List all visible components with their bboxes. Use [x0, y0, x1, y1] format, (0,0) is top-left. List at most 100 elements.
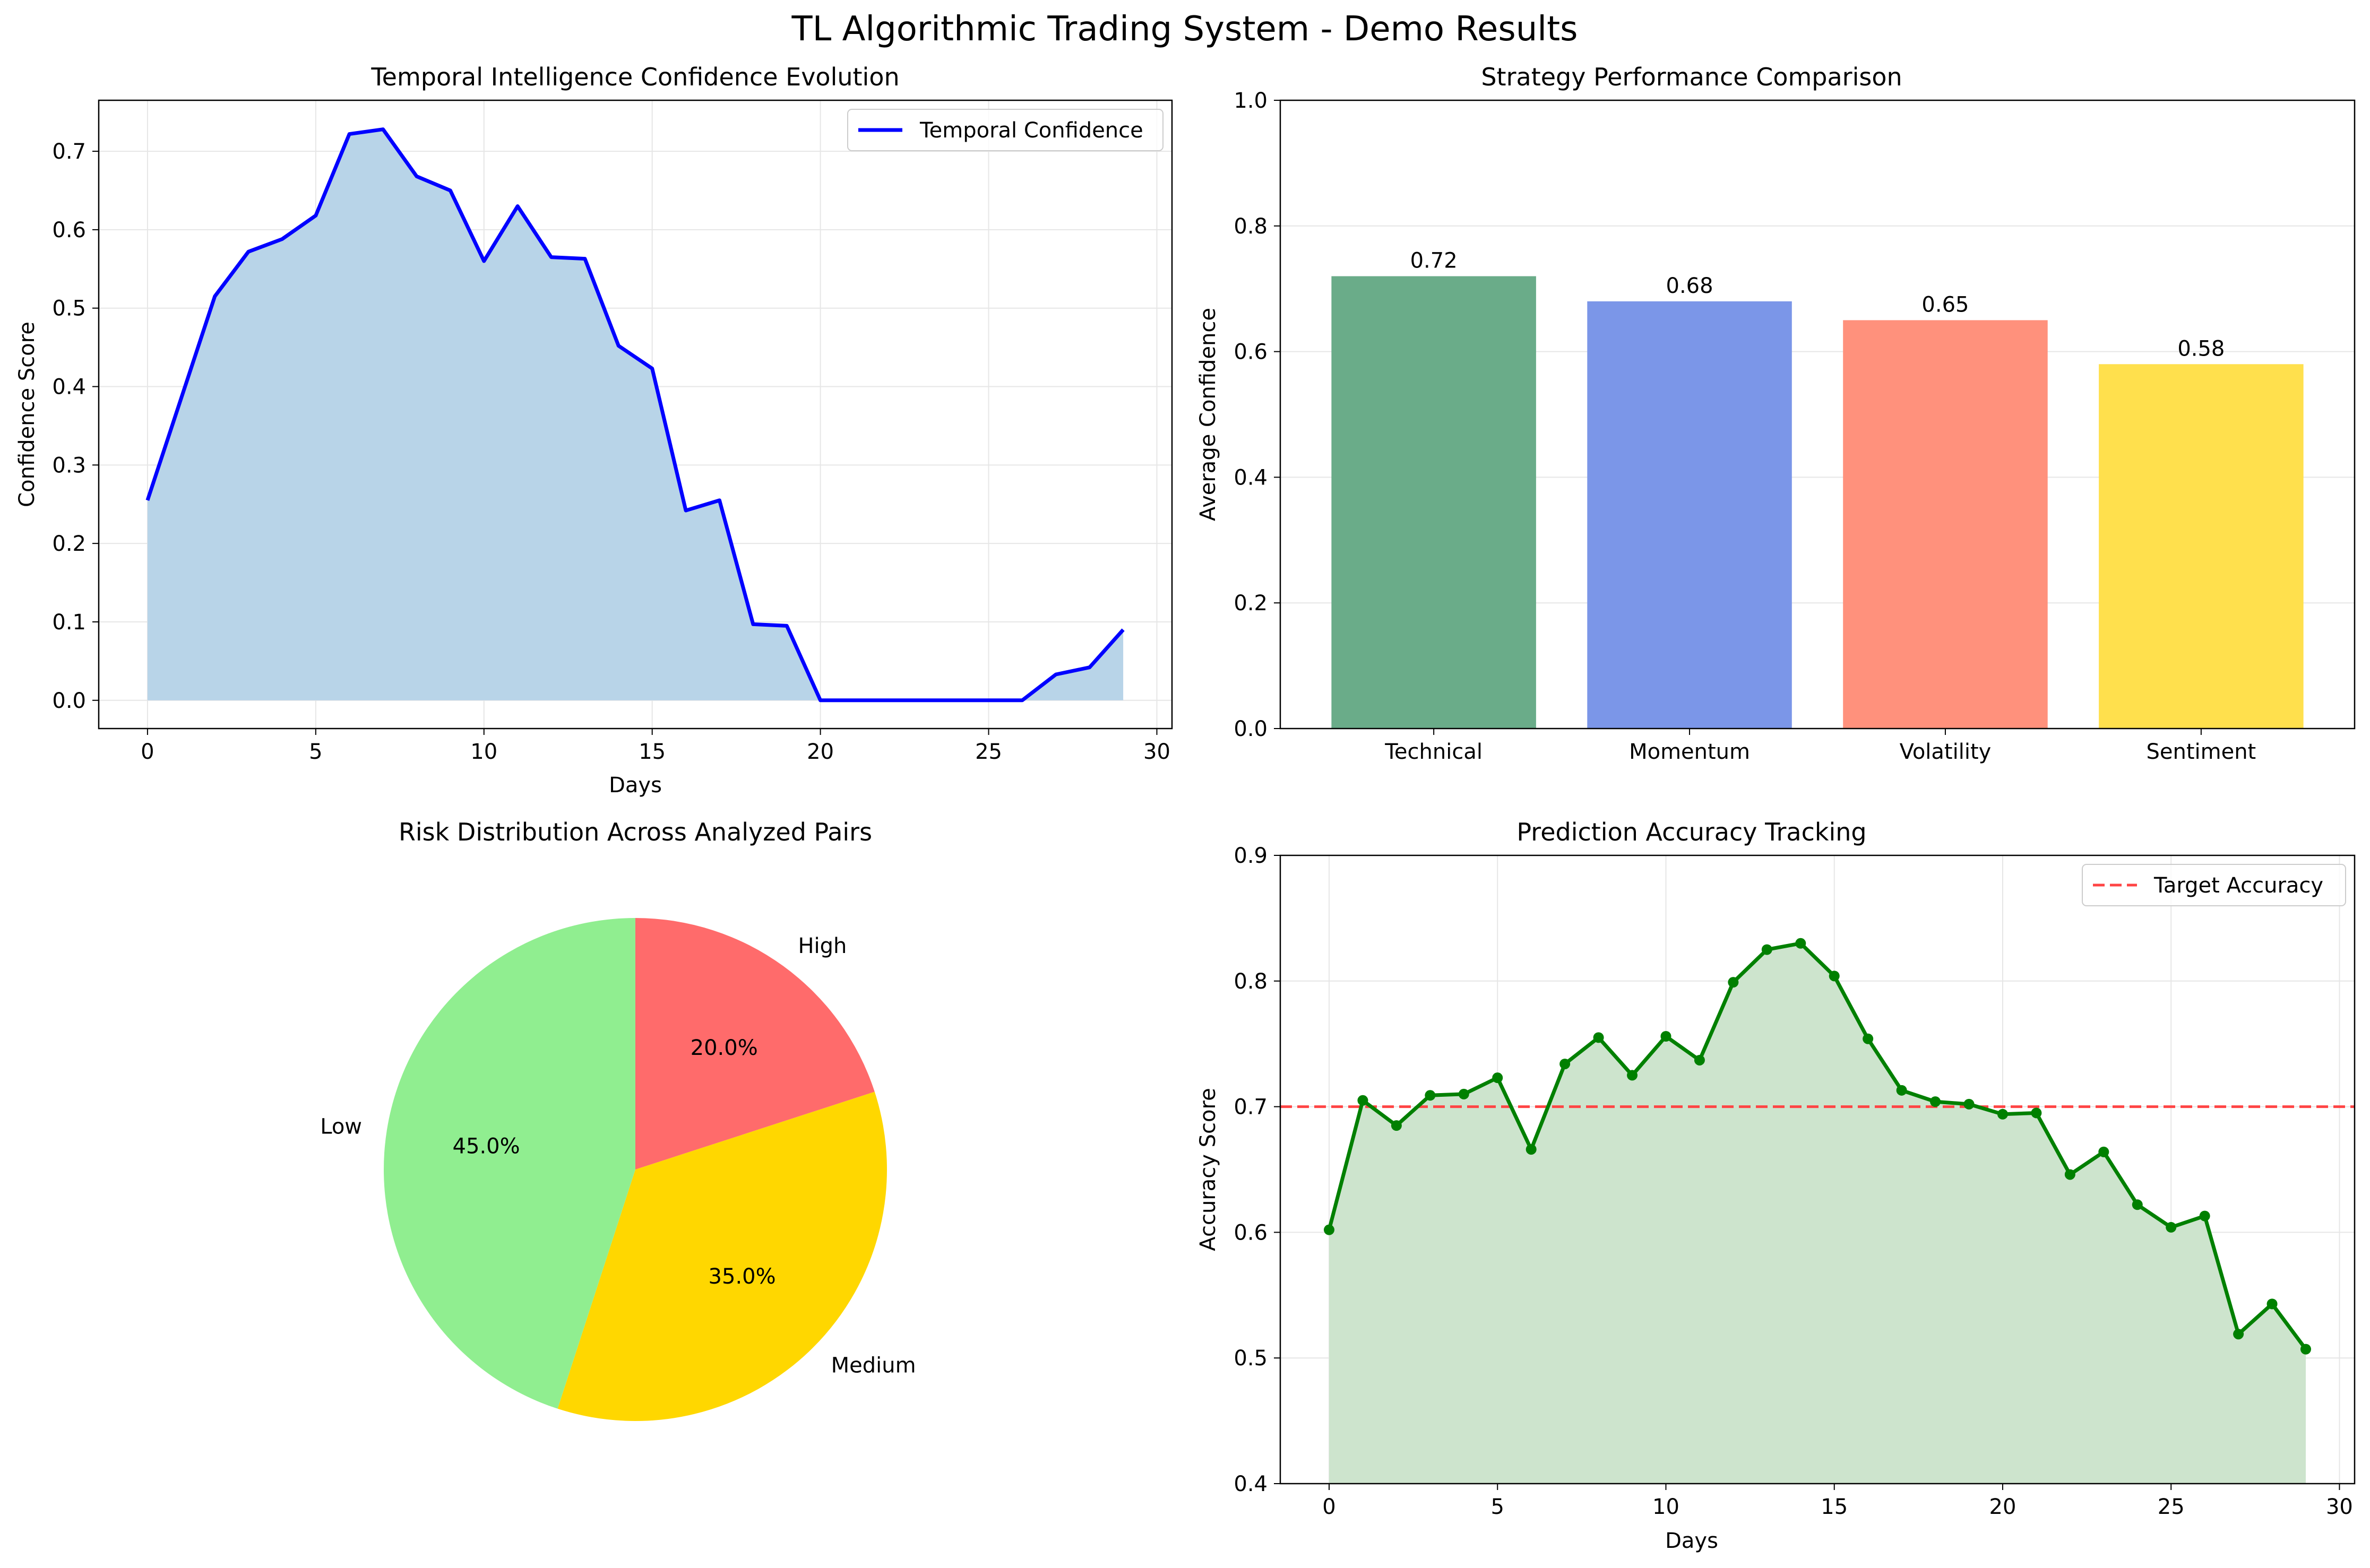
accuracy-point [1324, 1224, 1334, 1235]
strategy-chart-frame [1279, 99, 2356, 730]
x-tick-label: 10 [1652, 1495, 1679, 1519]
accuracy-point [1728, 977, 1739, 988]
y-tick-label: 0.4 [1234, 465, 1268, 490]
accuracy-point [1829, 971, 1840, 982]
accuracy-point [1593, 1032, 1604, 1043]
x-tick-label: 20 [807, 740, 834, 764]
accuracy-point [2233, 1329, 2244, 1340]
accuracy-point [1896, 1085, 1907, 1096]
accuracy-point [1930, 1096, 1941, 1107]
accuracy-point [1863, 1033, 1874, 1044]
x-tick-label: 5 [1491, 1495, 1504, 1519]
accuracy-point [1559, 1059, 1571, 1070]
strategy-chart: Strategy Performance Comparison Average … [1196, 63, 2356, 764]
x-tick-label: 20 [1989, 1495, 2016, 1519]
pie-percent-label: 45.0% [453, 1134, 520, 1159]
x-tick-label: 0 [1322, 1495, 1335, 1519]
bar-sentiment [2099, 364, 2304, 729]
accuracy-area [1329, 943, 2306, 1484]
pie-percent-label: 35.0% [709, 1264, 776, 1289]
accuracy-point [1526, 1144, 1537, 1155]
accuracy-point [2132, 1199, 2143, 1210]
x-tick-label: 0 [141, 740, 154, 764]
bar-technical [1331, 276, 1536, 729]
x-tick-label: 25 [2158, 1495, 2185, 1519]
x-tick-label: Momentum [1629, 740, 1750, 764]
confidence-chart-title: Temporal Intelligence Confidence Evoluti… [370, 63, 899, 91]
legend-box [847, 109, 1164, 151]
accuracy-point [2266, 1298, 2278, 1310]
bar-value-label: 0.72 [1410, 249, 1458, 273]
accuracy-chart-ylabel: Accuracy Score [1196, 1088, 1220, 1251]
y-tick-label: 0.0 [1234, 717, 1268, 741]
accuracy-point [1425, 1090, 1436, 1101]
accuracy-point [1660, 1030, 1671, 1042]
accuracy-point [2199, 1210, 2210, 1222]
accuracy-point [2166, 1222, 2177, 1233]
x-tick-label: 15 [1821, 1495, 1848, 1519]
y-tick-label: 0.5 [1234, 1346, 1268, 1371]
bar-value-label: 0.68 [1666, 274, 1713, 298]
x-tick-label: 25 [975, 740, 1002, 764]
x-tick-label: 10 [470, 740, 497, 764]
accuracy-point [2098, 1146, 2109, 1157]
confidence-chart-ylabel: Confidence Score [15, 322, 39, 507]
y-tick-label: 0.2 [1234, 591, 1268, 616]
pie-slice-low [384, 918, 635, 1409]
confidence-chart-frame [98, 99, 1173, 730]
x-tick-label: 5 [309, 740, 322, 764]
y-tick-label: 0.4 [52, 375, 86, 400]
accuracy-point [1997, 1108, 2008, 1120]
y-tick-label: 0.3 [52, 453, 86, 478]
accuracy-point [1795, 938, 1806, 949]
y-tick-label: 0.4 [1234, 1472, 1268, 1496]
accuracy-chart-frame [1279, 854, 2356, 1485]
accuracy-point [2064, 1169, 2075, 1180]
y-tick-label: 0.7 [52, 140, 86, 164]
y-tick-label: 0.2 [52, 532, 86, 556]
strategy-chart-ylabel: Average Confidence [1196, 308, 1220, 521]
accuracy-legend: Target Accuracy [2082, 864, 2346, 906]
accuracy-point [1458, 1088, 1469, 1099]
strategy-chart-title: Strategy Performance Comparison [1481, 63, 1902, 91]
bar-value-label: 0.58 [2177, 336, 2225, 361]
accuracy-point [1627, 1070, 1638, 1081]
x-tick-label: 30 [1143, 740, 1170, 764]
y-tick-label: 0.9 [1234, 844, 1268, 868]
y-tick-label: 0.1 [52, 610, 86, 635]
risk-pie-chart: Risk Distribution Across Analyzed Pairs … [320, 818, 916, 1421]
accuracy-point [1492, 1072, 1503, 1084]
confidence-area [147, 129, 1124, 700]
x-tick-label: Technical [1384, 740, 1483, 764]
accuracy-point [2300, 1344, 2311, 1355]
risk-pie-chart-title: Risk Distribution Across Analyzed Pairs [399, 818, 872, 846]
accuracy-point [1357, 1095, 1368, 1106]
y-tick-label: 0.6 [1234, 1220, 1268, 1245]
x-tick-label: Sentiment [2146, 740, 2256, 764]
x-tick-label: 30 [2326, 1495, 2353, 1519]
accuracy-chart: Prediction Accuracy Tracking Days Accura… [1196, 818, 2356, 1553]
y-tick-label: 0.5 [52, 297, 86, 321]
accuracy-point [2031, 1107, 2042, 1119]
bar-volatility [1843, 320, 2048, 729]
confidence-chart: Temporal Intelligence Confidence Evoluti… [15, 63, 1173, 798]
y-tick-label: 1.0 [1234, 89, 1268, 113]
y-tick-label: 0.8 [1234, 969, 1268, 994]
legend-label: Target Accuracy [2153, 873, 2323, 898]
y-tick-label: 0.8 [1234, 214, 1268, 239]
pie-category-label: Low [320, 1114, 362, 1139]
accuracy-chart-title: Prediction Accuracy Tracking [1516, 818, 1866, 846]
accuracy-point [1761, 944, 1772, 955]
x-tick-label: 15 [639, 740, 666, 764]
accuracy-series-line [1327, 941, 2307, 1350]
pie-category-label: Medium [831, 1354, 916, 1378]
y-tick-label: 0.6 [1234, 340, 1268, 365]
bar-momentum [1587, 301, 1792, 729]
legend-label: Temporal Confidence [919, 118, 1143, 143]
legend-box [2082, 864, 2346, 906]
accuracy-chart-xlabel: Days [1665, 1529, 1718, 1553]
y-tick-label: 0.0 [52, 689, 86, 713]
pie-percent-label: 20.0% [691, 1036, 758, 1060]
figure-title: TL Algorithmic Trading System - Demo Res… [791, 10, 1578, 49]
